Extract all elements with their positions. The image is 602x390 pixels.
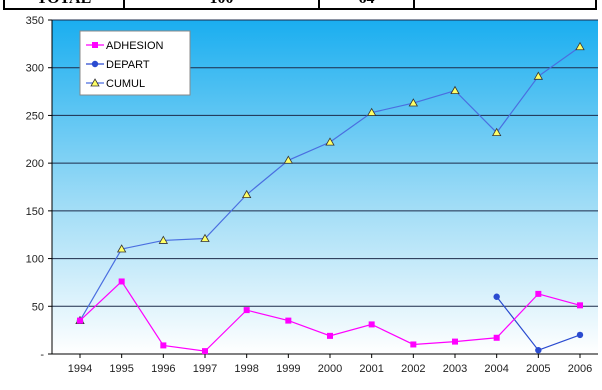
data-point-adhesion-2001 xyxy=(368,321,375,328)
data-point-adhesion-2000 xyxy=(327,332,333,339)
y-tick-label: 300 xyxy=(26,63,44,75)
data-point-cumul-1999 xyxy=(283,155,294,164)
x-tick-label: 2005 xyxy=(526,363,550,375)
x-tick-label: 1996 xyxy=(151,363,175,375)
x-tick-label: 2000 xyxy=(318,363,342,375)
x-tick-label: 2001 xyxy=(359,363,383,375)
total-depart-cell: 64 xyxy=(320,0,415,8)
series-cumul xyxy=(75,41,585,324)
x-tick-label: 1995 xyxy=(109,363,133,375)
x-tick-label: 1998 xyxy=(234,363,258,375)
data-point-cumul-2001 xyxy=(366,107,377,116)
data-point-cumul-1996 xyxy=(158,235,169,244)
legend-label-cumul: CUMUL xyxy=(106,78,145,90)
data-point-adhesion-2004 xyxy=(493,334,500,341)
data-point-cumul-2000 xyxy=(325,137,335,146)
data-point-cumul-2006 xyxy=(575,41,585,51)
data-point-adhesion-1995 xyxy=(118,278,125,285)
legend-label-depart: DEPART xyxy=(106,59,150,71)
data-point-depart-2005 xyxy=(535,346,542,354)
total-empty-cell xyxy=(415,0,595,8)
data-point-cumul-2002 xyxy=(408,98,419,107)
x-tick-label: 2004 xyxy=(484,363,508,375)
series-adhesion xyxy=(77,278,583,355)
data-point-adhesion-1999 xyxy=(285,317,292,324)
x-tick-label: 1997 xyxy=(193,363,217,375)
data-point-cumul-1995 xyxy=(116,244,127,253)
data-point-adhesion-1998 xyxy=(243,307,250,314)
x-tick-label: 2006 xyxy=(568,363,592,375)
legend-marker-adhesion xyxy=(92,42,98,48)
top-table: TOTAL 100 64 xyxy=(0,0,602,12)
x-tick-label: 1999 xyxy=(276,363,300,375)
x-tick-label: 2003 xyxy=(443,363,467,375)
y-tick-label: - xyxy=(40,349,44,361)
data-point-cumul-1997 xyxy=(200,233,210,242)
y-tick-label: 150 xyxy=(26,206,44,218)
data-point-cumul-1998 xyxy=(241,189,252,199)
data-point-cumul-2004 xyxy=(491,127,502,137)
legend-marker-cumul xyxy=(90,78,100,87)
legend-items: ADHESION DEPART CUMUL xyxy=(86,40,164,90)
y-tick-label: 250 xyxy=(26,110,44,122)
total-adhesion-cell: 100 xyxy=(125,0,320,8)
data-point-depart-2004 xyxy=(493,293,500,300)
y-tick-label: 50 xyxy=(32,301,44,313)
y-tick-label: 200 xyxy=(26,158,44,170)
x-tick-label: 2002 xyxy=(401,363,425,375)
y-tick-label: 350 xyxy=(26,15,44,27)
gridlines xyxy=(52,19,598,307)
data-point-adhesion-2002 xyxy=(410,341,417,348)
data-point-adhesion-2005 xyxy=(535,290,542,297)
data-point-adhesion-1994 xyxy=(77,317,83,324)
series-layer xyxy=(75,41,585,355)
data-point-adhesion-2003 xyxy=(452,338,458,345)
y-tick-label: 100 xyxy=(26,254,44,266)
x-tick-label: 1994 xyxy=(68,363,92,375)
legend-label-adhesion: ADHESION xyxy=(106,40,164,52)
data-point-cumul-2005 xyxy=(533,71,544,80)
legend: ADHESION DEPART CUMUL xyxy=(79,30,191,96)
total-label-cell: TOTAL xyxy=(5,0,125,8)
data-point-adhesion-2006 xyxy=(577,302,583,309)
legend-marker-depart xyxy=(91,60,99,68)
data-point-depart-2006 xyxy=(576,331,584,339)
x-axis-ticks: 1994 1995 1996 1997 1998 1999 2000 2001 2002 2003… xyxy=(68,354,592,375)
data-point-cumul-2003 xyxy=(450,85,460,95)
total-row: TOTAL 100 64 xyxy=(3,0,597,10)
data-point-adhesion-1996 xyxy=(160,342,167,349)
data-point-adhesion-1997 xyxy=(202,348,208,355)
y-axis-ticks: - 50 100 150 200 250 300 350 xyxy=(26,15,52,361)
